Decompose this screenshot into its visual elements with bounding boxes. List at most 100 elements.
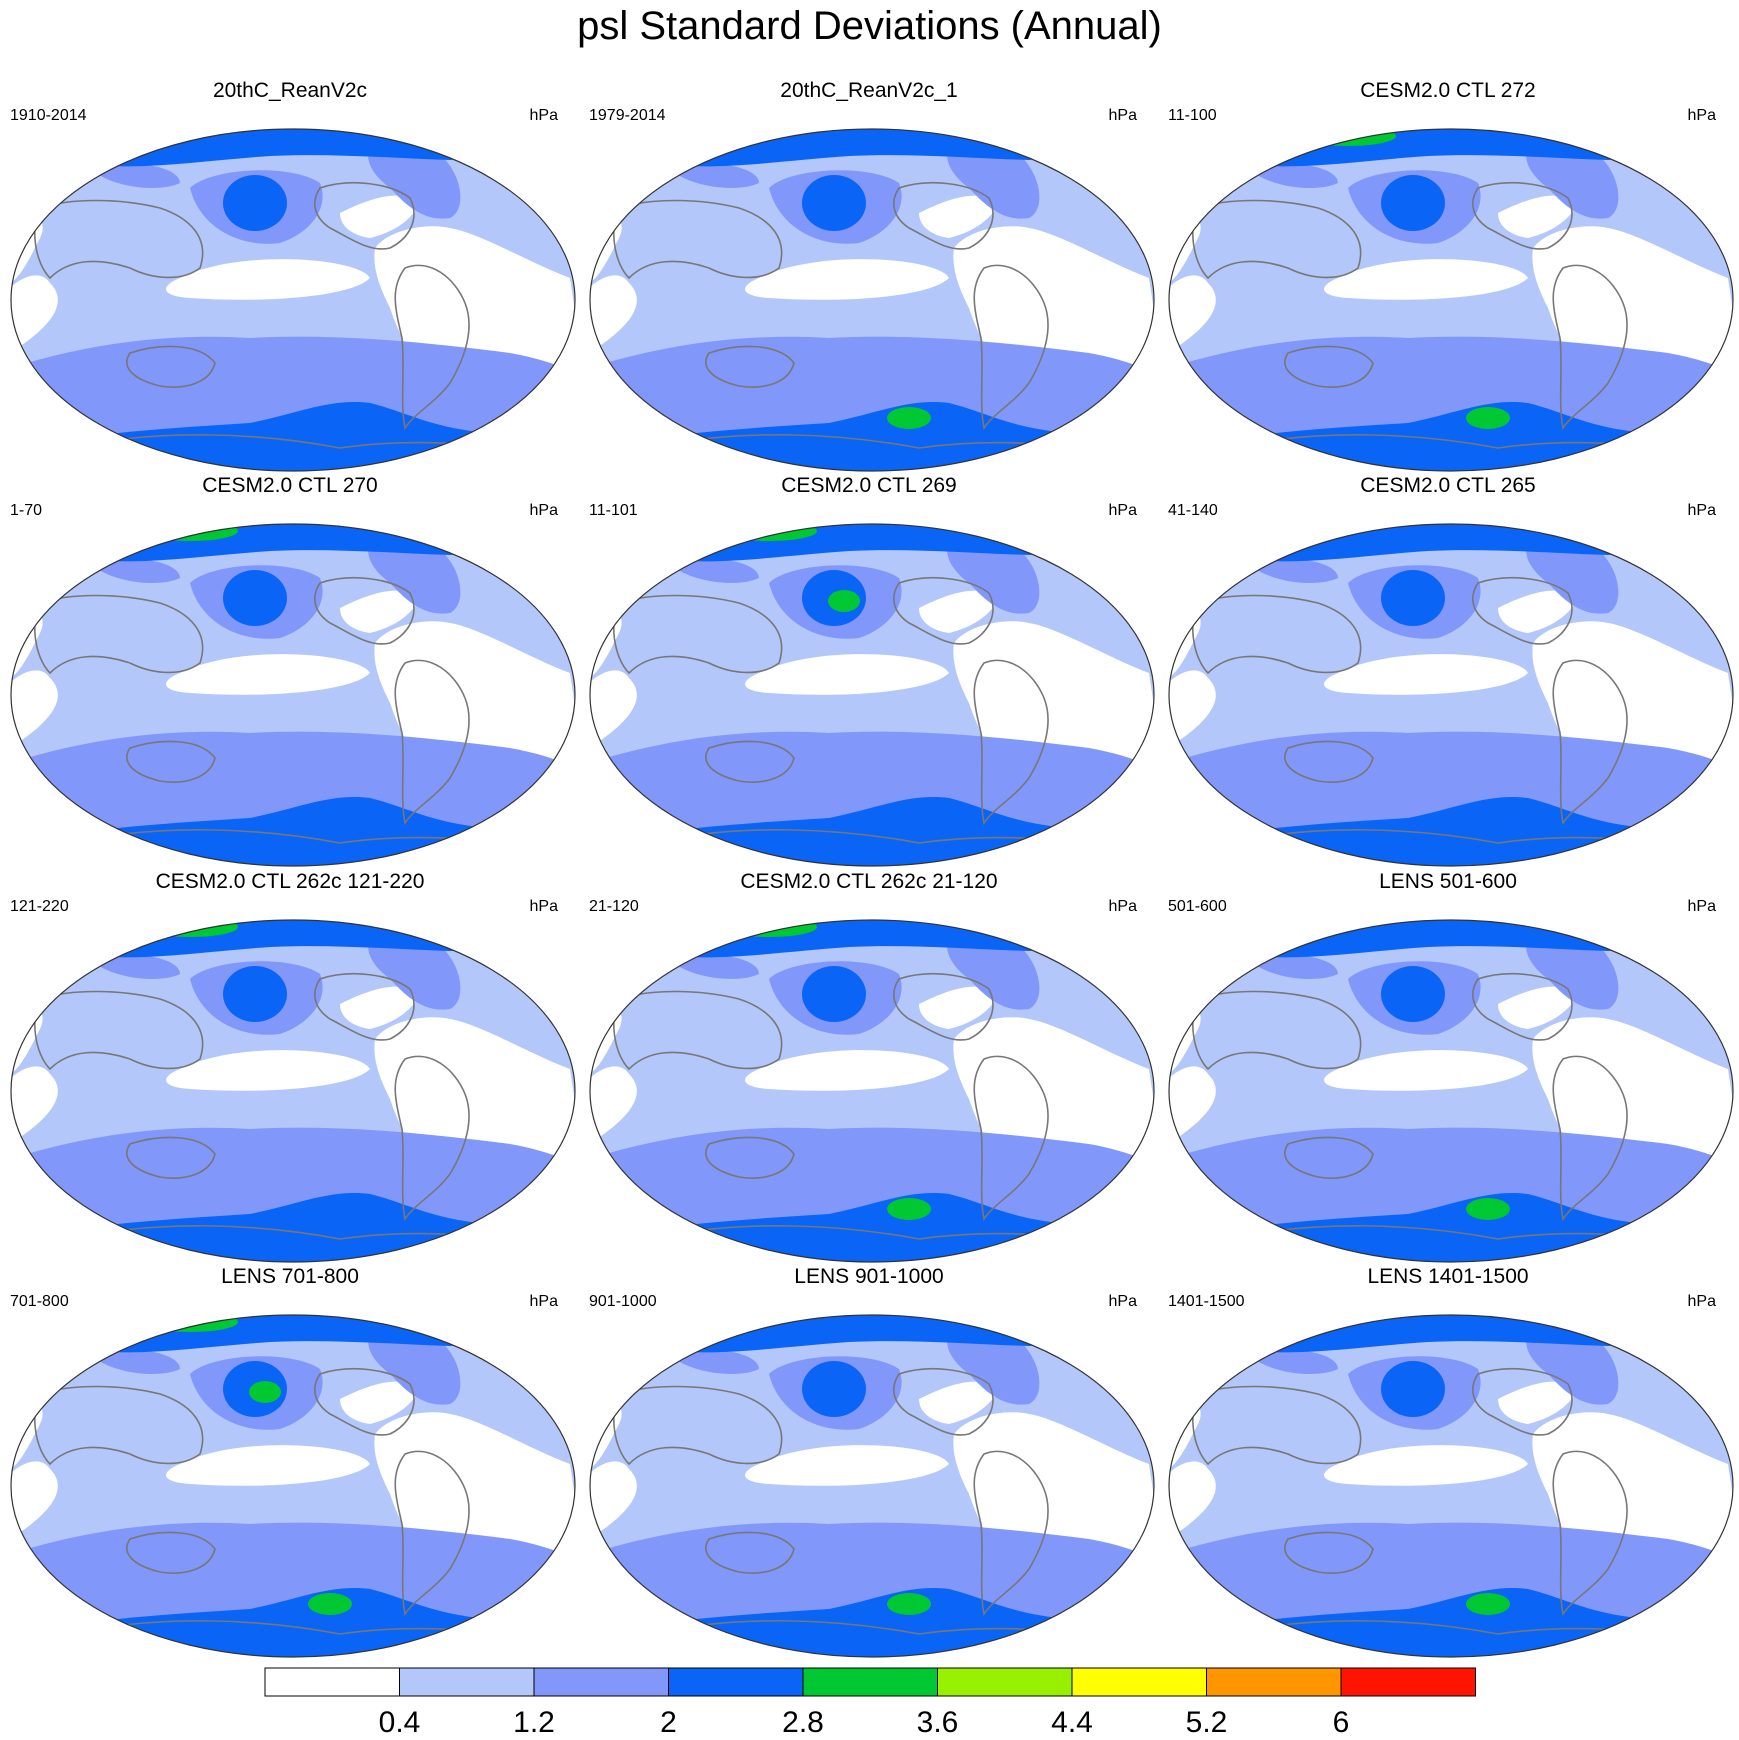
coastline [893,1368,994,1436]
level-region-medium [368,939,461,1010]
level-region-low [590,1461,637,1539]
robinson-map [589,523,1155,867]
level-region-medium [669,1349,759,1374]
level-region-medium [1526,148,1619,219]
level-region-low [745,654,949,695]
coastline [126,1136,216,1179]
panel-units-label: hPa [529,1293,558,1310]
level-region-medium [1526,543,1619,614]
coastline [314,1368,415,1436]
level-region-medium [1526,939,1619,1010]
panel-period-label: 11-101 [589,502,638,519]
level-region-green-aleutian [828,590,860,612]
coastline [34,594,204,675]
level-region-green-south [887,407,931,429]
colorbar-tick-label: 4.4 [1051,1706,1093,1739]
level-region-high-aleutian [802,966,866,1022]
robinson-map [10,128,576,472]
panel-period-label: 501-600 [1168,898,1227,915]
panel-units-label: hPa [529,502,558,519]
level-region-low [11,670,58,748]
level-region-medium [1248,558,1338,583]
panel-period-label: 41-140 [1168,502,1218,519]
level-region-low [1169,275,1216,353]
level-region-low [1498,590,1578,633]
colorbar-box [399,1667,535,1697]
level-region-green-south [308,1593,352,1615]
panel-title: CESM2.0 CTL 265 [1360,474,1536,497]
level-region-high-aleutian [802,175,866,231]
coastline [1284,1531,1374,1574]
level-region-medium [1248,1349,1338,1374]
level-region-low [1169,670,1216,748]
coastline [973,1055,1049,1222]
coastline [394,264,470,431]
level-region-low [1324,1050,1528,1091]
panel-units-label: hPa [529,107,558,124]
map-panel: 20thC_ReanV2c 1910-2014 hPa [0,78,580,473]
coastline [34,199,204,280]
panel-units-label: hPa [1108,107,1137,124]
panel-units-label: hPa [1687,1293,1716,1310]
level-region-low [1324,654,1528,695]
coastline [705,1136,795,1179]
robinson-map [589,128,1155,472]
level-region-medium [669,954,759,979]
robinson-map [10,1314,576,1658]
level-region-medium [947,148,1040,219]
map-panel: CESM2.0 CTL 265 41-140 hPa [1158,473,1738,868]
panel-title: 20thC_ReanV2c_1 [780,79,958,102]
level-region-low [11,275,58,353]
coastline [613,1385,783,1466]
level-region-low [340,1381,420,1424]
coastline [1284,1136,1374,1179]
level-region-high-aleutian [223,966,287,1022]
level-region-medium [669,558,759,583]
map-panel: 20thC_ReanV2c_1 1979-2014 hPa [579,78,1159,473]
colorbar-box [802,1667,938,1697]
coastline [893,182,994,250]
level-region-low [1324,1445,1528,1486]
map-panel: CESM2.0 CTL 272 11-100 hPa [1158,78,1738,473]
level-region-medium [90,1349,180,1374]
level-region-medium [90,163,180,188]
level-region-low [166,1445,370,1486]
map-outline [589,919,1155,1263]
map-outline [589,523,1155,867]
level-region-low [919,195,999,238]
map-outline [10,1314,576,1658]
coastline [1552,659,1628,826]
level-region-medium [1248,163,1338,188]
level-region-medium [947,939,1040,1010]
colorbar-box [533,1667,669,1697]
panel-period-label: 701-800 [10,1293,69,1310]
map-outline [1168,919,1734,1263]
robinson-map [10,523,576,867]
level-region-low [919,590,999,633]
level-region-medium [368,148,461,219]
map-panel: LENS 901-1000 901-1000 hPa [579,1264,1159,1659]
robinson-map [1168,919,1734,1263]
panel-period-label: 1401-1500 [1168,1293,1245,1310]
panel-units-label: hPa [1687,107,1716,124]
colorbar-tick-label: 1.2 [513,1706,555,1739]
coastline [1472,182,1573,250]
robinson-map [1168,523,1734,867]
coastline [126,345,216,388]
panel-units-label: hPa [1687,502,1716,519]
level-region-low [745,1445,949,1486]
colorbar-tick-label: 2 [660,1706,677,1739]
map-panel: CESM2.0 CTL 262c 21-120 21-120 hPa [579,869,1159,1264]
panel-title: CESM2.0 CTL 262c 121-220 [155,870,425,893]
coastline [394,1450,470,1617]
panel-period-label: 901-1000 [589,1293,657,1310]
level-region-low [1169,1066,1216,1144]
level-region-low [11,1461,58,1539]
level-region-low [340,195,420,238]
panel-period-label: 1910-2014 [10,107,87,124]
level-region-green-south [887,1198,931,1220]
coastline [1192,990,1362,1071]
panel-title: LENS 501-600 [1379,870,1517,893]
level-region-low [11,1066,58,1144]
level-region-medium [1526,1334,1619,1405]
